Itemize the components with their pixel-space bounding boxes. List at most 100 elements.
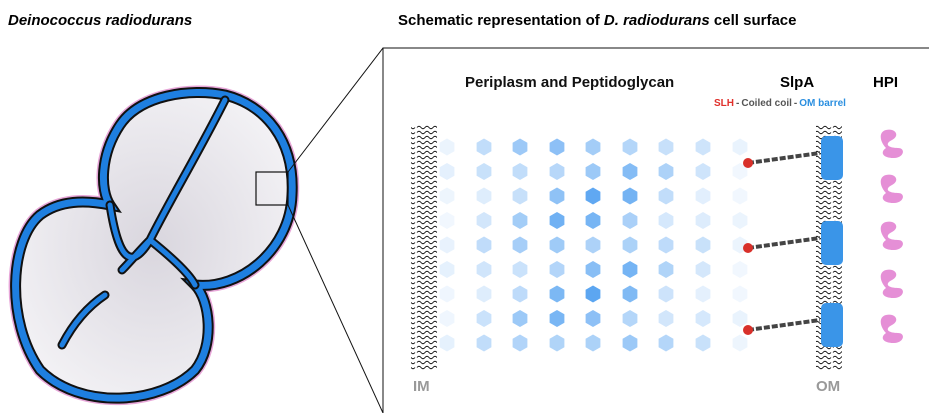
peptide-hex [623, 212, 638, 229]
cell [16, 93, 293, 399]
title-text: Schematic representation of [398, 12, 604, 29]
region-label: Periplasm and Peptidoglycan [465, 74, 674, 91]
peptide-hex [477, 310, 492, 327]
slpa-proteins [743, 136, 843, 347]
peptide-hex [696, 139, 711, 156]
peptide-hex [550, 163, 565, 180]
peptide-hex [550, 139, 565, 156]
peptide-hex [733, 335, 748, 352]
peptide-hex [440, 139, 455, 156]
peptide-hex [696, 163, 711, 180]
figure: Deinococcus radiodurans Schematic repres… [0, 0, 929, 413]
peptide-hex [696, 310, 711, 327]
peptide-hex [659, 310, 674, 327]
om-barrel [821, 136, 843, 180]
peptide-hex [440, 335, 455, 352]
peptide-hex [659, 212, 674, 229]
peptide-hex [696, 261, 711, 278]
protein-label: HPI [873, 74, 898, 91]
peptide-hex [513, 261, 528, 278]
panel-frame [383, 48, 929, 413]
peptide-hex [586, 310, 601, 327]
peptide-hex [733, 310, 748, 327]
hpi-protein [881, 270, 903, 298]
peptide-hex [659, 163, 674, 180]
peptide-hex [586, 261, 601, 278]
peptide-hex [440, 163, 455, 180]
peptide-hex [513, 286, 528, 303]
protein-label: SlpA [780, 74, 814, 91]
slh-domain [743, 243, 753, 253]
legend-item: - [794, 98, 797, 109]
peptide-hex [623, 261, 638, 278]
peptide-hex [440, 261, 455, 278]
drawing [0, 0, 929, 413]
title-text: cell surface [710, 12, 797, 29]
peptide-hex [513, 188, 528, 205]
hpi-protein [881, 222, 903, 250]
hpi-proteins [881, 130, 903, 343]
peptide-hex [733, 286, 748, 303]
peptide-hex [550, 261, 565, 278]
peptide-hex [550, 310, 565, 327]
peptide-hex [623, 237, 638, 254]
peptide-hex [586, 335, 601, 352]
peptide-hex [659, 261, 674, 278]
peptide-hex [513, 212, 528, 229]
legend-item: - [736, 98, 739, 109]
peptide-hex [477, 237, 492, 254]
peptide-hex [733, 212, 748, 229]
membrane-label: IM [413, 378, 430, 395]
peptide-hex [440, 212, 455, 229]
zoom-line [288, 48, 383, 172]
peptide-hex [477, 163, 492, 180]
peptide-hex [586, 237, 601, 254]
peptide-hex [623, 188, 638, 205]
peptide-hex [477, 286, 492, 303]
peptide-hex [586, 188, 601, 205]
peptide-hex [659, 286, 674, 303]
hpi-protein [881, 175, 903, 203]
hpi-protein [881, 315, 903, 343]
om-barrel [821, 303, 843, 347]
peptide-hex [623, 310, 638, 327]
peptide-hex [696, 286, 711, 303]
left-title: Deinococcus radiodurans [8, 12, 192, 29]
peptide-hex [513, 335, 528, 352]
coiled-coil [748, 320, 820, 330]
peptide-hex [477, 261, 492, 278]
slh-domain [743, 325, 753, 335]
peptide-hex [586, 163, 601, 180]
slh-domain [743, 158, 753, 168]
peptide-hex [550, 335, 565, 352]
peptide-hex [440, 310, 455, 327]
title-italic: D. radiodurans [604, 12, 710, 29]
peptide-hex [550, 188, 565, 205]
peptide-hex [513, 139, 528, 156]
peptide-hex [477, 188, 492, 205]
peptide-hex [440, 286, 455, 303]
peptide-hex [477, 212, 492, 229]
peptide-hex [513, 310, 528, 327]
coiled-coil [748, 238, 820, 248]
legend-item: Coiled coil [741, 98, 792, 109]
peptide-hex [513, 163, 528, 180]
peptide-hex [477, 139, 492, 156]
peptide-hex [696, 188, 711, 205]
zoom-line [288, 205, 383, 413]
peptide-hex [623, 286, 638, 303]
peptide-hex [659, 188, 674, 205]
peptide-hex [550, 212, 565, 229]
peptide-hex [623, 335, 638, 352]
peptide-hex [623, 139, 638, 156]
peptide-hex [696, 212, 711, 229]
peptide-hex [696, 335, 711, 352]
peptide-hex [586, 286, 601, 303]
legend-item: SLH [714, 98, 734, 109]
coiled-coil [748, 153, 820, 163]
peptide-hex [586, 212, 601, 229]
peptide-hex [733, 139, 748, 156]
peptide-hex [659, 237, 674, 254]
peptide-hex [550, 237, 565, 254]
peptide-hex [659, 139, 674, 156]
